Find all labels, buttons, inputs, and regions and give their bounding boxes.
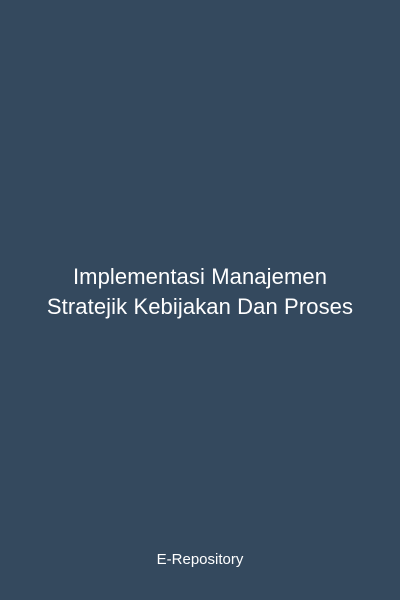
- publisher-label: E-Repository: [156, 551, 244, 568]
- book-title-line-2: Stratejik Kebijakan Dan Proses: [46, 294, 354, 319]
- book-title: Implementasi Manajemen Stratejik Kebijak…: [20, 262, 380, 322]
- book-title-line-1: Implementasi Manajemen: [72, 264, 328, 289]
